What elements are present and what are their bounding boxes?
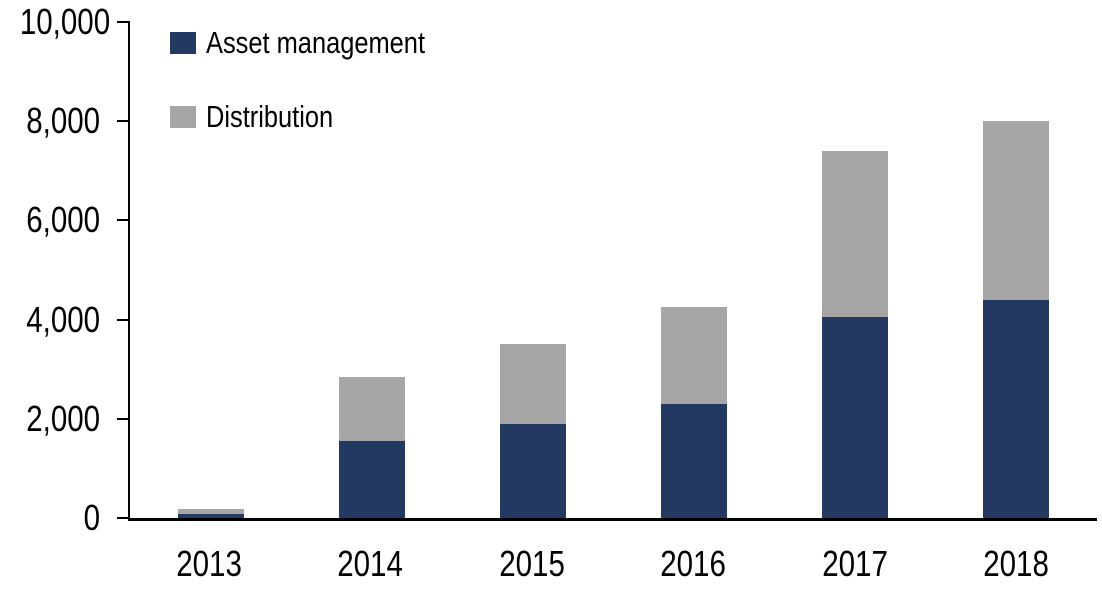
x-axis-label-2013: 2013: [175, 543, 242, 584]
bar-segment-asset-management: [177, 514, 244, 518]
y-axis-tick: [117, 318, 130, 321]
bar-segment-distribution: [338, 376, 405, 442]
y-axis-tick: [117, 417, 130, 420]
bar-segment-distribution: [499, 344, 566, 424]
legend-label-distribution: Distribution: [206, 99, 334, 134]
bar-segment-distribution: [822, 150, 889, 318]
bars-container: [130, 22, 1097, 518]
bar-column-2016: [614, 22, 775, 518]
y-axis-tick: [117, 517, 130, 519]
y-axis-tick: [117, 120, 130, 123]
legend-item-distribution: Distribution: [170, 100, 473, 134]
bar-column-2013: [130, 22, 291, 518]
legend-swatch-distribution-icon: [170, 106, 196, 128]
y-axis-tick-label: 0: [83, 497, 100, 538]
y-axis-tick: [117, 21, 130, 23]
bar-segment-asset-management: [338, 441, 405, 518]
legend-swatch-asset-management-icon: [170, 32, 196, 54]
bar-segment-asset-management: [983, 299, 1050, 518]
y-axis-tick-label: 8,000: [26, 100, 100, 142]
y-axis-tick-label: 2,000: [26, 397, 100, 439]
bar-segment-distribution: [177, 509, 244, 515]
y-axis-tick: [117, 219, 130, 222]
bar-segment-asset-management: [661, 403, 728, 518]
bar-column-2018: [936, 22, 1097, 518]
bar-column-2015: [452, 22, 613, 518]
y-axis-tick-label: 6,000: [26, 199, 100, 241]
x-axis-label-2014: 2014: [337, 543, 404, 584]
y-axis-tick-label: 10,000: [19, 1, 111, 42]
bar-column-2014: [291, 22, 452, 518]
legend: Asset management Distribution: [170, 26, 473, 134]
bar-segment-asset-management: [499, 423, 566, 518]
bar-segment-distribution: [661, 307, 728, 404]
x-axis-label-2015: 2015: [498, 543, 565, 584]
legend-item-asset-management: Asset management: [170, 26, 473, 60]
bar-column-2017: [775, 22, 936, 518]
y-axis-tick-label: 4,000: [26, 298, 100, 340]
x-axis-labels: 2013 2014 2015 2016 2017 2018: [128, 544, 1097, 584]
legend-label-asset-management: Asset management: [206, 25, 426, 60]
plot-area: [128, 22, 1097, 521]
bar-segment-asset-management: [822, 317, 889, 518]
x-axis-label-2016: 2016: [660, 543, 727, 584]
x-axis-label-2017: 2017: [821, 543, 888, 584]
bar-segment-distribution: [983, 121, 1050, 300]
x-axis-label-2018: 2018: [983, 543, 1050, 584]
